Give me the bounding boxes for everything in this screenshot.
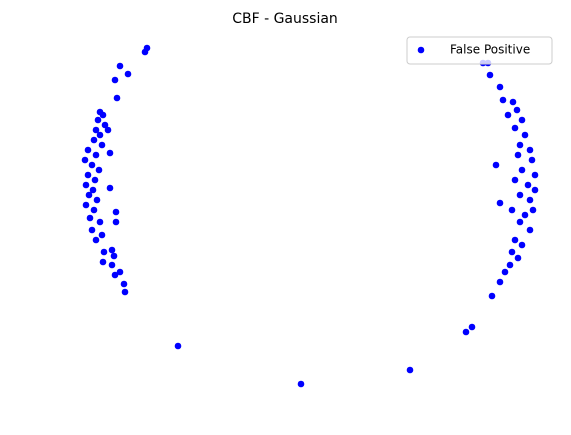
point bbox=[113, 94, 121, 102]
point bbox=[516, 191, 524, 199]
point bbox=[110, 252, 118, 260]
point bbox=[112, 208, 120, 216]
point bbox=[406, 366, 414, 374]
point bbox=[93, 196, 101, 204]
point bbox=[108, 261, 116, 269]
point bbox=[98, 141, 106, 149]
point bbox=[96, 218, 104, 226]
point bbox=[486, 71, 494, 79]
point bbox=[526, 226, 534, 234]
legend-box bbox=[406, 36, 553, 65]
point bbox=[488, 292, 496, 300]
legend-label: False Positive bbox=[450, 43, 530, 57]
point bbox=[513, 106, 521, 114]
point bbox=[82, 181, 90, 189]
point bbox=[98, 231, 106, 239]
point bbox=[511, 124, 519, 132]
point bbox=[508, 248, 516, 256]
point bbox=[511, 236, 519, 244]
point bbox=[462, 328, 470, 336]
point bbox=[81, 156, 89, 164]
point bbox=[92, 151, 100, 159]
point bbox=[90, 206, 98, 214]
point bbox=[526, 196, 534, 204]
point bbox=[496, 278, 504, 286]
point bbox=[468, 323, 476, 331]
point bbox=[112, 218, 120, 226]
point bbox=[506, 261, 514, 269]
point bbox=[531, 186, 539, 194]
point bbox=[108, 246, 116, 254]
point bbox=[526, 146, 534, 154]
point bbox=[504, 111, 512, 119]
point bbox=[496, 199, 504, 207]
point bbox=[99, 111, 107, 119]
point bbox=[518, 166, 526, 174]
point bbox=[492, 161, 500, 169]
point bbox=[111, 76, 119, 84]
point bbox=[95, 166, 103, 174]
point bbox=[516, 218, 524, 226]
point bbox=[120, 280, 128, 288]
point bbox=[82, 201, 90, 209]
point bbox=[100, 248, 108, 256]
point bbox=[88, 226, 96, 234]
point bbox=[104, 126, 112, 134]
point bbox=[85, 191, 93, 199]
point bbox=[499, 96, 507, 104]
point bbox=[524, 181, 532, 189]
point bbox=[516, 141, 524, 149]
point bbox=[174, 342, 182, 350]
point bbox=[514, 254, 522, 262]
point bbox=[124, 70, 132, 78]
point bbox=[509, 98, 517, 106]
point bbox=[496, 83, 504, 91]
point bbox=[84, 171, 92, 179]
point bbox=[508, 206, 516, 214]
point bbox=[518, 241, 526, 249]
point bbox=[106, 184, 114, 192]
point bbox=[518, 116, 526, 124]
point bbox=[121, 288, 129, 296]
point bbox=[514, 151, 522, 159]
point bbox=[141, 48, 149, 56]
point bbox=[521, 131, 529, 139]
point bbox=[116, 62, 124, 70]
point bbox=[91, 176, 99, 184]
point bbox=[90, 136, 98, 144]
point bbox=[101, 121, 109, 129]
point bbox=[94, 116, 102, 124]
point bbox=[84, 146, 92, 154]
point bbox=[92, 236, 100, 244]
point bbox=[501, 268, 509, 276]
point bbox=[111, 271, 119, 279]
chart-title: CBF - Gaussian bbox=[232, 11, 338, 27]
point bbox=[521, 211, 529, 219]
point bbox=[297, 380, 305, 388]
point bbox=[511, 176, 519, 184]
point bbox=[528, 156, 536, 164]
point bbox=[116, 268, 124, 276]
point bbox=[86, 214, 94, 222]
point bbox=[92, 126, 100, 134]
point bbox=[106, 149, 114, 157]
point bbox=[88, 161, 96, 169]
point bbox=[531, 171, 539, 179]
point bbox=[99, 258, 107, 266]
point bbox=[89, 186, 97, 194]
legend-marker bbox=[417, 46, 425, 54]
point bbox=[529, 206, 537, 214]
point bbox=[96, 131, 104, 139]
